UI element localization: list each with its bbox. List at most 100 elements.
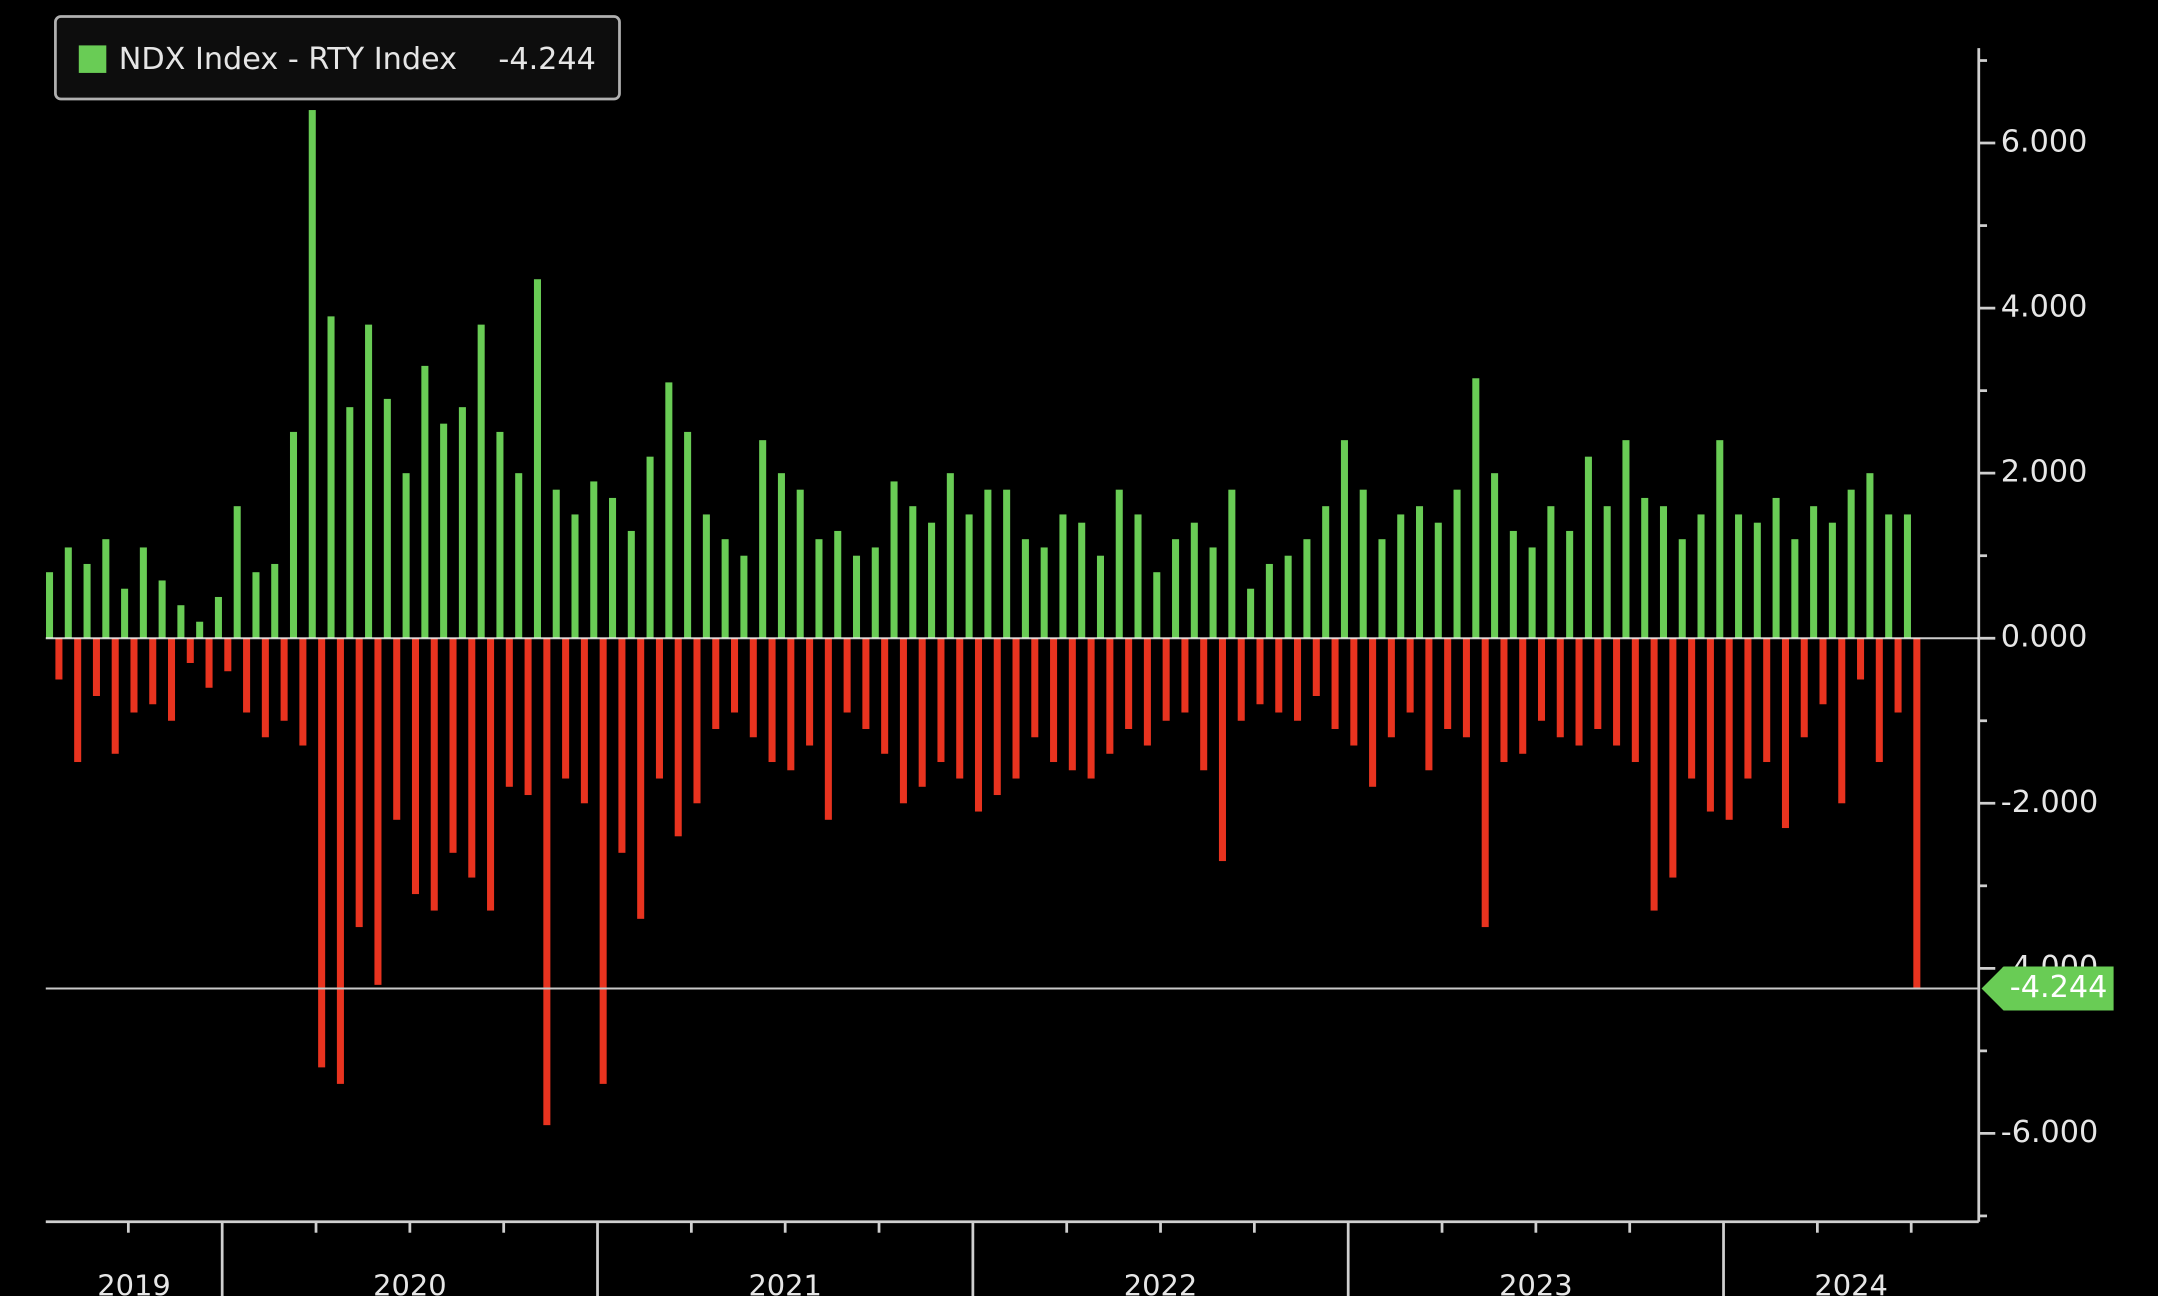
bar <box>1641 497 1649 639</box>
bar <box>1781 638 1789 829</box>
bar <box>1247 588 1255 639</box>
bar <box>1828 522 1836 639</box>
bar <box>721 539 729 639</box>
bar <box>731 638 739 713</box>
bar <box>1838 638 1846 804</box>
bar <box>824 638 832 820</box>
bar <box>111 638 119 754</box>
bar <box>1021 539 1029 639</box>
bar <box>815 539 823 639</box>
y-tick-label: -2.000 <box>2001 785 2099 820</box>
bar <box>289 431 298 639</box>
bar <box>1481 638 1489 928</box>
bar <box>1228 489 1236 639</box>
bar <box>1875 638 1883 763</box>
y-tick-label: 6.000 <box>2001 125 2088 160</box>
bar <box>834 530 842 639</box>
bar <box>46 572 54 639</box>
bar <box>665 382 673 639</box>
bar <box>1181 638 1189 713</box>
bar <box>1744 638 1752 779</box>
bar <box>402 473 410 639</box>
bar <box>609 497 617 639</box>
bar <box>1847 489 1855 639</box>
bar <box>1265 563 1273 639</box>
bar <box>252 572 260 639</box>
bar <box>421 365 429 639</box>
bar <box>477 324 485 639</box>
bar <box>777 473 785 639</box>
bar <box>1810 506 1818 639</box>
bar <box>1603 506 1611 639</box>
bar <box>1547 506 1555 639</box>
bar <box>318 638 326 1068</box>
bar <box>590 481 598 639</box>
bar <box>1800 638 1808 738</box>
bar <box>1631 638 1639 763</box>
bar <box>1566 530 1574 639</box>
bar <box>918 638 926 787</box>
bar <box>1735 514 1743 639</box>
bar <box>571 514 579 639</box>
bar <box>1415 506 1424 639</box>
last-value-tag <box>1981 966 2114 1011</box>
legend-swatch <box>78 45 107 73</box>
bar <box>1059 514 1067 639</box>
bar <box>1425 638 1433 771</box>
bar <box>224 638 232 672</box>
bar <box>618 638 626 853</box>
bar <box>149 638 157 705</box>
bar <box>243 638 251 713</box>
bar <box>655 638 663 779</box>
legend-box <box>54 15 621 101</box>
bar <box>1331 638 1339 730</box>
bar <box>1688 638 1696 779</box>
bar <box>280 638 288 721</box>
bar <box>1678 539 1686 639</box>
bar <box>806 638 814 746</box>
bar <box>1106 638 1114 754</box>
bar <box>83 563 91 639</box>
bar <box>1050 638 1058 763</box>
bar <box>383 398 391 639</box>
bar <box>1903 514 1911 639</box>
bar <box>1913 638 1921 989</box>
bar <box>1078 522 1086 639</box>
bar <box>674 638 682 837</box>
bar <box>1378 539 1386 639</box>
bar <box>965 514 973 639</box>
bar <box>1134 514 1142 639</box>
x-tick-label: 2023 <box>1499 1269 1572 1296</box>
x-tick-label: 2024 <box>1814 1269 1888 1296</box>
bar <box>233 506 241 639</box>
bar <box>749 638 757 738</box>
bar <box>1087 638 1095 779</box>
bar <box>1509 530 1517 639</box>
x-tick-label: 2022 <box>1124 1269 1197 1296</box>
bar <box>1162 638 1170 721</box>
bar <box>336 638 344 1084</box>
bar <box>946 473 954 639</box>
bar <box>1303 539 1311 639</box>
bar <box>1350 638 1358 746</box>
bar <box>205 638 213 688</box>
bar <box>759 440 767 639</box>
bar <box>1584 456 1592 639</box>
bar <box>186 638 194 663</box>
bar <box>1472 378 1480 639</box>
bar <box>1237 638 1245 721</box>
bar <box>505 638 513 787</box>
bar <box>627 530 635 639</box>
bar <box>74 638 82 763</box>
bar <box>308 110 316 639</box>
bar <box>533 279 541 639</box>
bar <box>937 638 945 763</box>
bar <box>1453 489 1461 639</box>
bar <box>515 473 523 639</box>
bar <box>852 555 861 639</box>
x-tick-label: 2019 <box>97 1269 171 1296</box>
bar <box>1369 638 1377 787</box>
bar <box>1763 638 1771 763</box>
bar <box>1500 638 1508 763</box>
